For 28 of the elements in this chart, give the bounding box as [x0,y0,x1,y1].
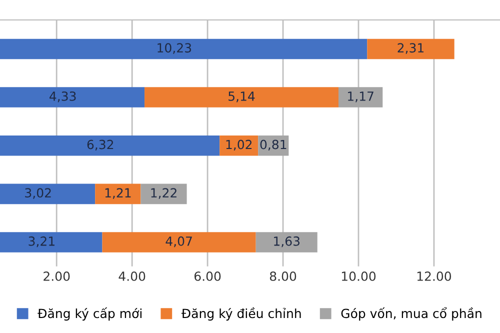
x-tick-label: 4.00 [118,271,146,281]
x-tick-label: 6.00 [194,271,221,281]
data-label: 4,07 [166,236,192,248]
data-label: 3,02 [25,188,51,199]
legend-label: Đăng ký cấp mới [38,307,142,321]
x-tick-label: 2.00 [44,271,70,281]
bar [338,87,383,108]
bar [256,232,318,252]
data-label: 10,23 [158,43,192,54]
data-label: 5,14 [228,92,255,102]
data-label: 4,33 [50,91,76,102]
data-label: 6,32 [87,140,114,151]
bar [140,184,187,204]
data-label: 1,21 [105,188,131,199]
x-tick-label: 10.00 [342,271,376,281]
bar [220,135,258,156]
data-label: 2,31 [398,43,424,54]
legend-label: Đăng ký điều chỉnh [181,307,301,321]
bar [367,38,454,60]
data-label: 1,17 [348,92,374,102]
data-label: 0,81 [260,140,286,151]
data-label: 1,22 [151,188,176,199]
data-label: 1,02 [226,140,252,151]
data-label: 1,63 [274,236,300,248]
x-tick-label: 12.00 [417,271,452,281]
x-tick-label: 8.00 [270,271,296,281]
legend-label: Góp vốn, mua cổ phần [341,307,482,321]
data-label: 3,21 [28,236,54,248]
